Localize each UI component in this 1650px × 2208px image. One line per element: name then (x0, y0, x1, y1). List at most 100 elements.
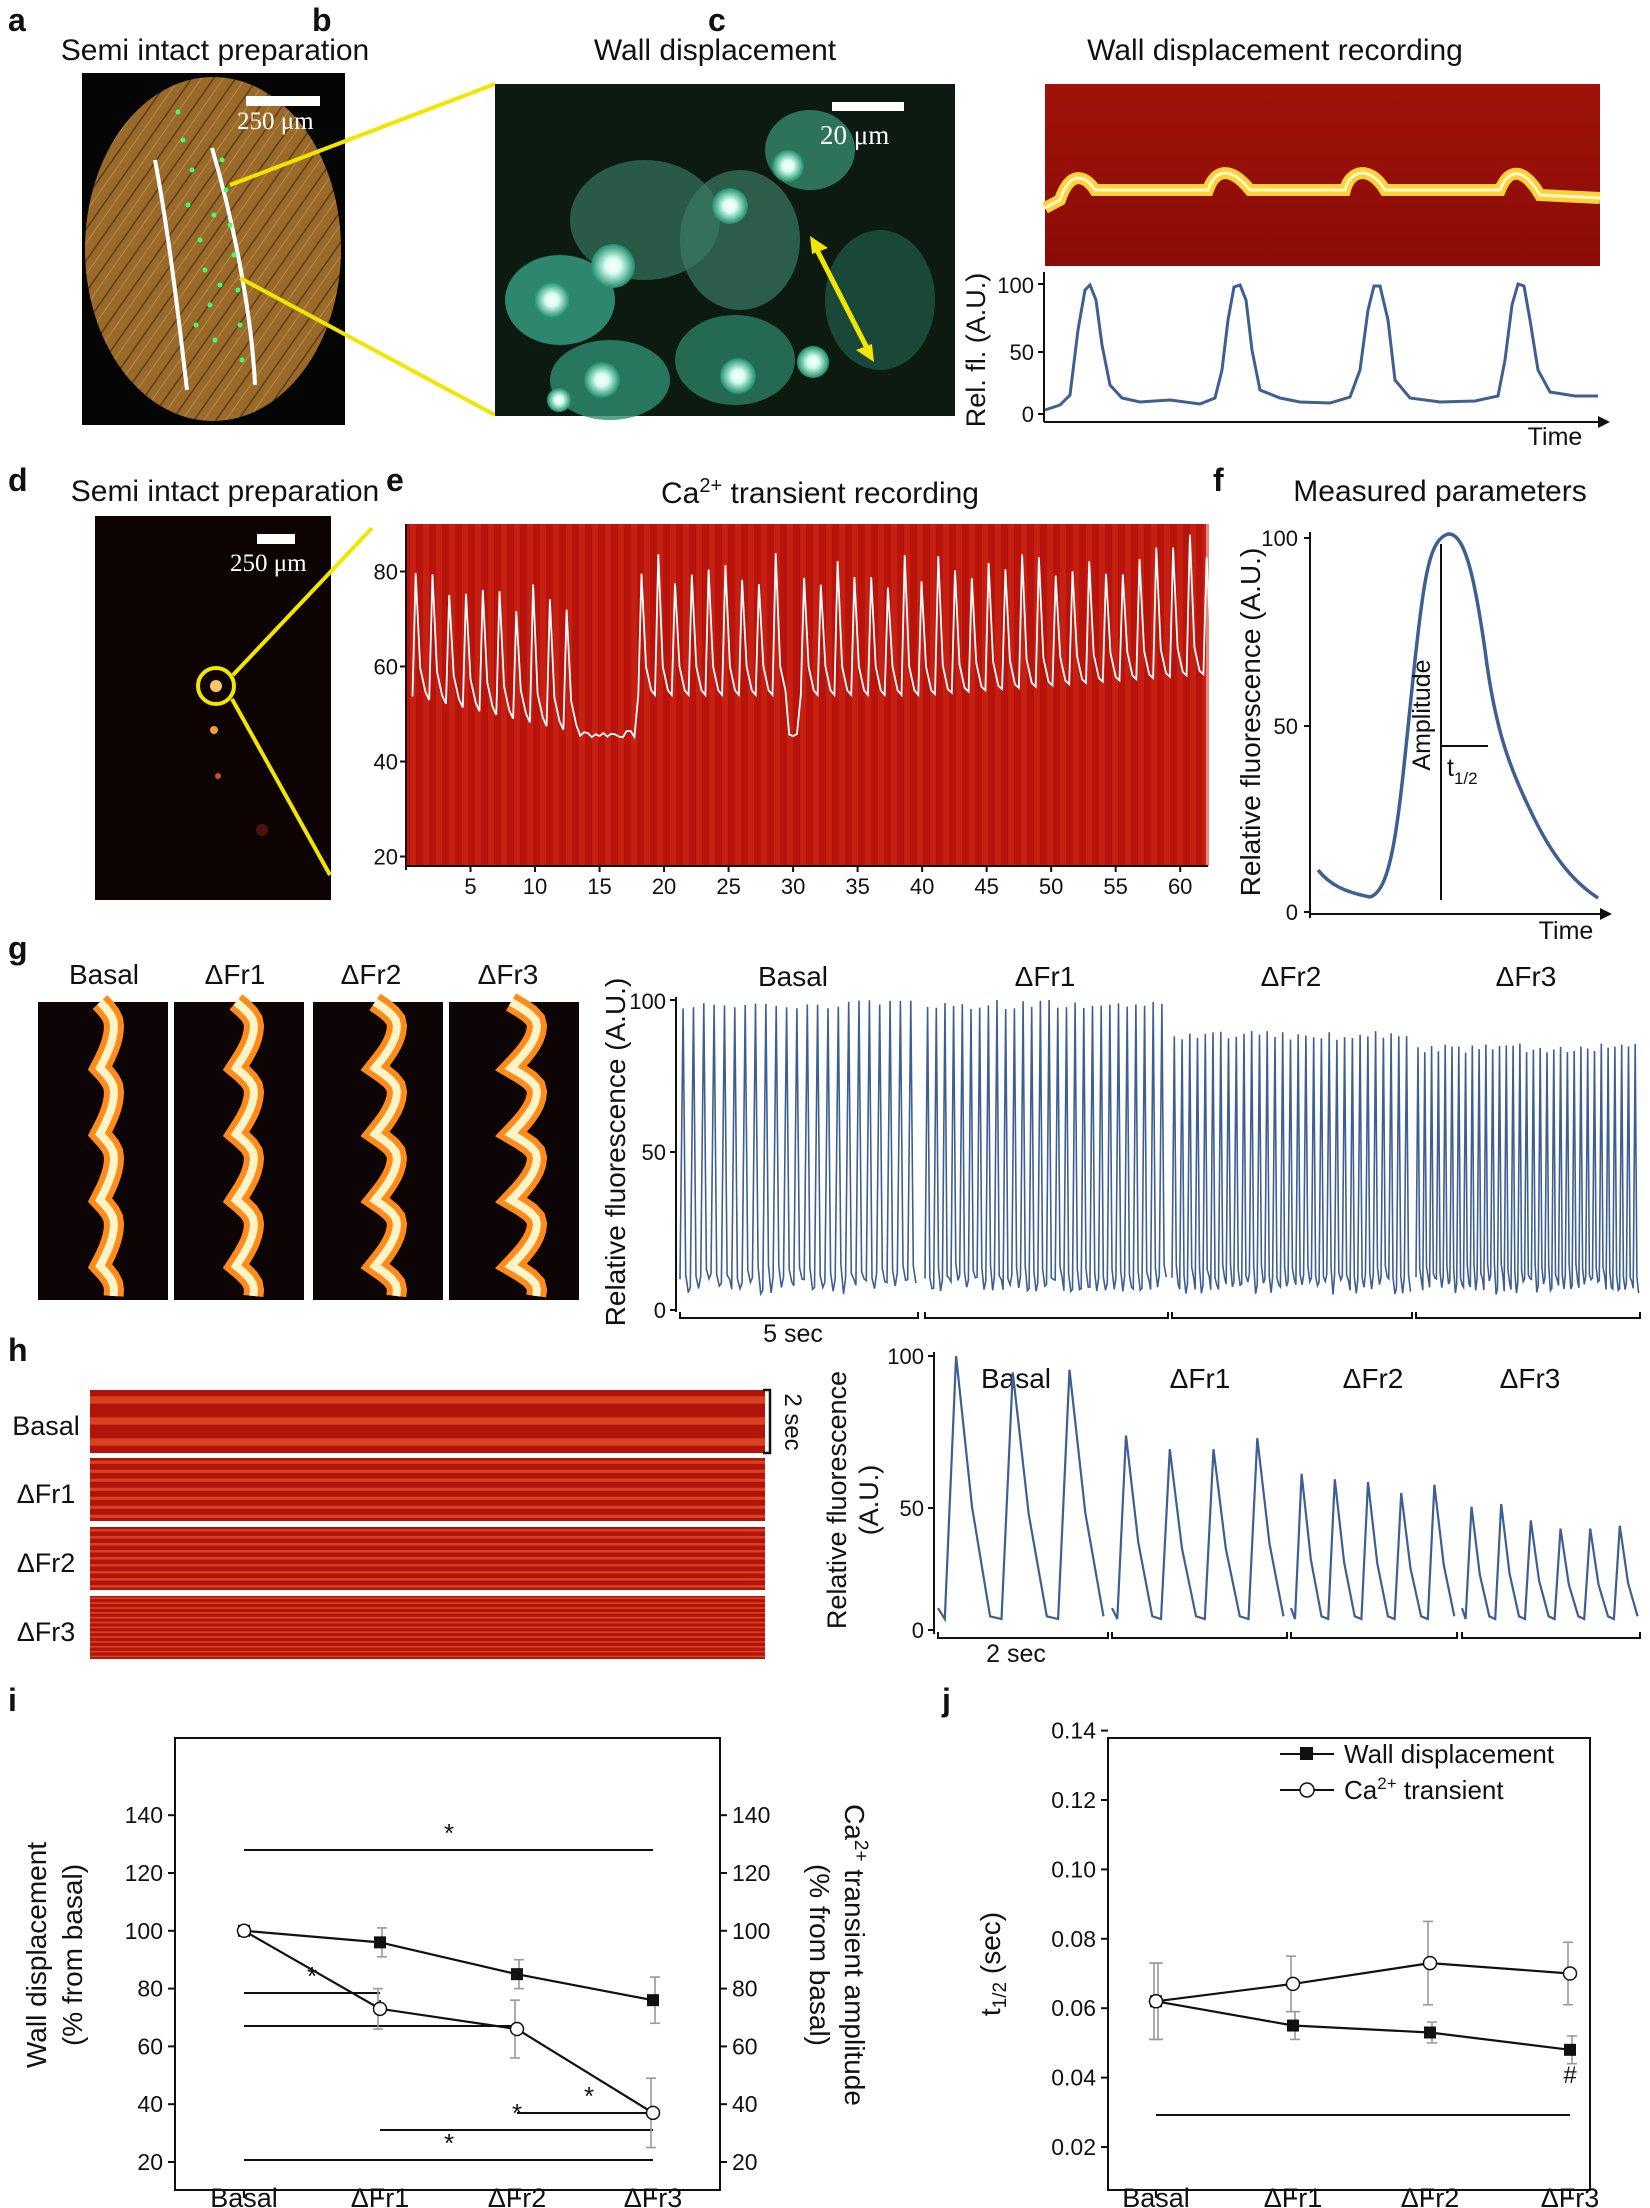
panel-h-trace-label: ΔFr3 (1500, 1363, 1561, 1394)
panel-g-trace-label: ΔFr2 (1261, 961, 1322, 992)
panel-h-row-label: Basal (12, 1411, 80, 1441)
panel-g-trace (924, 999, 1168, 1294)
panel-h-timebar-label: 2 sec (779, 1393, 806, 1450)
panel-d-title: Semi intact preparation (70, 475, 380, 508)
connector-d-e-bottom (230, 698, 332, 876)
panel-e-stripe (696, 524, 702, 866)
panel-i-ylabel-right-2: (% from basal) (804, 1864, 835, 2046)
panel-j-series-line (1155, 1961, 1571, 2003)
panel-e-ytick-label: 20 (374, 845, 398, 870)
panel-h-kymo-stripe (90, 1645, 765, 1648)
panel-j-xlabels: Basal ΔFr1 ΔFr2 ΔFr3 (1122, 2183, 1599, 2208)
panel-b-cells (505, 110, 935, 420)
panel-e-stripe (1138, 524, 1144, 866)
panel-c-x-arrow (1598, 416, 1610, 428)
panel-e-stripe (787, 524, 793, 866)
panel-i-ytick-label: 80 (137, 1976, 163, 2002)
panel-g-traces: Basal ΔFr1 ΔFr2 ΔFr3 (679, 961, 1640, 1297)
panel-h-bracket (1290, 1632, 1458, 1639)
panel-h-kymo-stripe (90, 1631, 765, 1634)
panel-i-series-line (243, 1929, 654, 2114)
panel-e-stripe (1112, 524, 1118, 866)
panel-i-marker-square (511, 1968, 523, 1981)
panel-i-ytick-right-label: 80 (732, 1976, 758, 2002)
panel-f-title: Measured parameters (1293, 475, 1587, 508)
panel-b-scale-label: 20 μm (820, 120, 890, 150)
panel-i-ytick-label: 140 (125, 1802, 163, 1828)
panel-h-ytick-0: 0 (912, 1618, 924, 1643)
panel-h-ylabel-1: Relative fluorescence (822, 1371, 852, 1629)
panel-h-trace (1111, 1435, 1285, 1621)
panel-e-stripe (761, 524, 767, 866)
panel-b-arrowhead-down (856, 344, 874, 362)
panel-h-kymo-stripe (90, 1571, 765, 1574)
panel-e-xtick-label: 10 (523, 874, 547, 899)
panel-e-stripe (1190, 524, 1196, 866)
panel-e-stripe (995, 524, 1001, 866)
panel-j-marker-circle (1285, 1976, 1301, 1992)
panel-g-kymo-label: ΔFr3 (478, 959, 539, 990)
panel-h-traces (937, 1355, 1639, 1623)
panel-e-stripe (878, 524, 884, 866)
panel-i-marker-circle (645, 2105, 661, 2121)
panel-e-stripe (1034, 524, 1040, 866)
panel-h-kymo-stripe (90, 1641, 765, 1643)
panel-e-yticks: 20 40 60 80 (374, 560, 406, 870)
panel-e-stripe (839, 524, 845, 866)
panel-a-left-boundary (153, 159, 189, 391)
panel-e-xtick-label: 5 (464, 874, 476, 899)
panel-g-ylabel: Relative fluorescence (A.U.) (600, 978, 631, 1327)
panel-letter-e: e (386, 462, 404, 498)
panel-j-series-line (1155, 2000, 1571, 2051)
panel-e-stripe (826, 524, 832, 866)
panel-i-ytick-label: 20 (137, 2149, 163, 2175)
panel-h-kymographs (90, 1390, 765, 1659)
panel-d-cell-3 (215, 773, 221, 779)
panel-h-kymo-stripe (90, 1478, 765, 1482)
panel-g-kymo-wall (230, 998, 259, 1297)
panel-i-xtick-label: ΔFr2 (488, 2183, 547, 2208)
panel-e-stripe (1125, 524, 1131, 866)
panel-e-ytick-label: 80 (374, 560, 398, 585)
panel-d-roi-circle (196, 666, 236, 706)
panel-g-kymo-wall (504, 998, 542, 1297)
panel-g-condition-labels: Basal ΔFr1 ΔFr2 ΔFr3 (69, 959, 538, 990)
panel-a-scale-label: 250 μm (237, 108, 314, 135)
panel-g-bracket (1171, 1312, 1413, 1319)
panel-j-xtick-label: ΔFr2 (1401, 2183, 1460, 2208)
panel-f-ytick-100: 100 (1261, 526, 1298, 551)
panel-e-stripe (1047, 524, 1053, 866)
panel-i-ytick-right-label: 100 (732, 1918, 770, 1944)
panel-h-kymo-stripe (90, 1621, 765, 1624)
panel-e-stripe (930, 524, 936, 866)
panel-i-sig-star: * (444, 1818, 454, 1848)
panel-i-series-line (243, 1929, 654, 2002)
panel-e-xtick-label: 30 (781, 874, 805, 899)
panel-e-stripe (722, 524, 728, 866)
panel-e-title-sup: 2+ (699, 475, 723, 497)
panel-e-stripe (501, 524, 507, 866)
panel-h-kymo-stripe (90, 1602, 765, 1604)
panel-i-marker-circle (236, 1923, 252, 1939)
panel-letter-f: f (1213, 462, 1224, 498)
panel-g-trace-label: ΔFr3 (1496, 961, 1557, 992)
panel-g-ytick-100: 100 (629, 989, 666, 1014)
panel-h-ytick-100: 100 (887, 1344, 924, 1369)
panel-e-stripe (592, 524, 598, 866)
panel-h-trace (937, 1355, 1105, 1623)
panel-h-kymo-stripe (90, 1616, 765, 1619)
panel-j-marker-circle (1562, 1966, 1578, 1981)
panel-j-marker-circle (1148, 1994, 1164, 2009)
panel-c-ylabel: Rel. fl. (A.U.) (961, 273, 991, 428)
panel-h-condition-labels: Basal ΔFr1 ΔFr2 ΔFr3 (981, 1363, 1560, 1394)
panel-letter-i: i (8, 1682, 17, 1718)
panel-h-kymo-stripe (90, 1514, 765, 1518)
panel-e-stripe (566, 524, 572, 866)
panel-d-cell-4 (256, 824, 268, 836)
panel-e-stripe (683, 524, 689, 866)
panel-i-ytick-label: 100 (125, 1918, 163, 1944)
panel-h-kymo-stripe (90, 1505, 765, 1509)
panel-e-stripe (1164, 524, 1170, 866)
